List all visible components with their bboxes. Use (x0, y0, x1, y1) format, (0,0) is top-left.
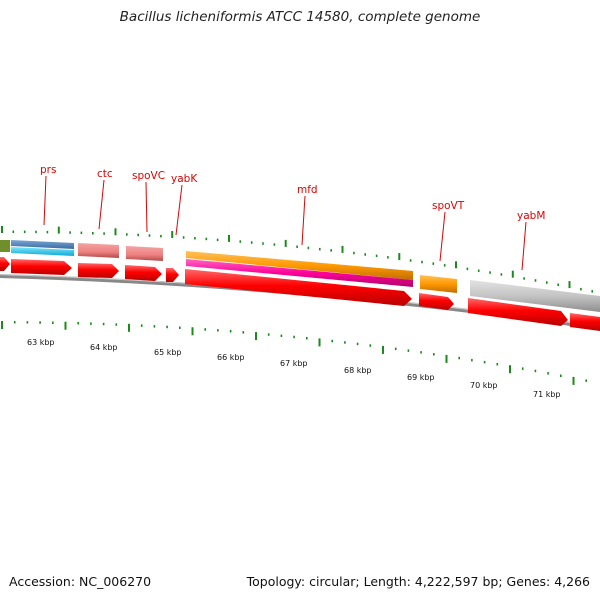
leader-prs (43, 175, 47, 226)
gene-label-group: prs ctc spoVC yabK mfd spoVT yabM (40, 164, 545, 222)
cds-arrow[interactable] (570, 313, 600, 331)
leader-spovt (439, 211, 446, 262)
kbp-label: 64 kbp (90, 343, 118, 352)
kbp-label: 67 kbp (280, 359, 308, 368)
kbp-label: 69 kbp (407, 373, 435, 382)
cds-arrow[interactable] (166, 268, 179, 282)
gene-label-spovc[interactable]: spoVC (132, 170, 165, 182)
kbp-label: 66 kbp (217, 353, 245, 362)
inner-tick-ring (1, 321, 588, 385)
cds-arrow[interactable] (185, 269, 412, 306)
cds-arrow[interactable] (419, 293, 454, 310)
kbp-label-group: 63 kbp 64 kbp 65 kbp 66 kbp 67 kbp 68 kb… (27, 338, 561, 399)
gene-label-mfd[interactable]: mfd (297, 184, 318, 196)
cds-arrow[interactable] (78, 263, 119, 278)
cds-arrow[interactable] (0, 257, 10, 271)
gene-leader-lines (43, 175, 527, 271)
feature-magenta-mfd[interactable] (186, 259, 413, 287)
feature-steelblue[interactable] (11, 240, 74, 249)
cds-arrow[interactable] (468, 298, 568, 326)
kbp-label: 71 kbp (533, 390, 561, 399)
gene-label-prs[interactable]: prs (40, 164, 56, 176)
feature-pink-spovc[interactable] (126, 246, 163, 261)
feature-track-outer (0, 240, 600, 312)
cds-arrow[interactable] (125, 265, 162, 281)
feature-orange-spovt[interactable] (420, 275, 457, 293)
leader-spovc (145, 181, 148, 233)
map-title: Bacillus licheniformis ATCC 14580, compl… (119, 9, 481, 25)
leader-ctc (98, 179, 105, 230)
gene-label-yabm[interactable]: yabM (517, 210, 545, 222)
genome-summary-text: Topology: circular; Length: 4,222,597 bp… (246, 574, 590, 589)
gene-label-ctc[interactable]: ctc (97, 168, 113, 180)
kbp-label: 68 kbp (344, 366, 372, 375)
cds-track (0, 257, 600, 331)
kbp-label: 63 kbp (27, 338, 55, 347)
accession-text: Accession: NC_006270 (9, 574, 152, 589)
feature-cyan[interactable] (11, 247, 74, 256)
gene-label-spovt[interactable]: spoVT (432, 200, 465, 212)
cds-arrow[interactable] (11, 259, 72, 275)
leader-mfd (301, 195, 306, 246)
outer-tick-ring (1, 226, 594, 293)
kbp-label: 70 kbp (470, 381, 498, 390)
leader-yabm (521, 221, 527, 271)
leader-yabk (175, 184, 183, 236)
feature-pink-ctc[interactable] (78, 243, 119, 258)
feature-orange-mfd[interactable] (186, 251, 413, 280)
feature-olive[interactable] (0, 240, 10, 252)
feature-gray-yabm[interactable] (470, 280, 600, 312)
kbp-label: 65 kbp (154, 348, 182, 357)
gene-label-yabk[interactable]: yabK (171, 173, 198, 185)
